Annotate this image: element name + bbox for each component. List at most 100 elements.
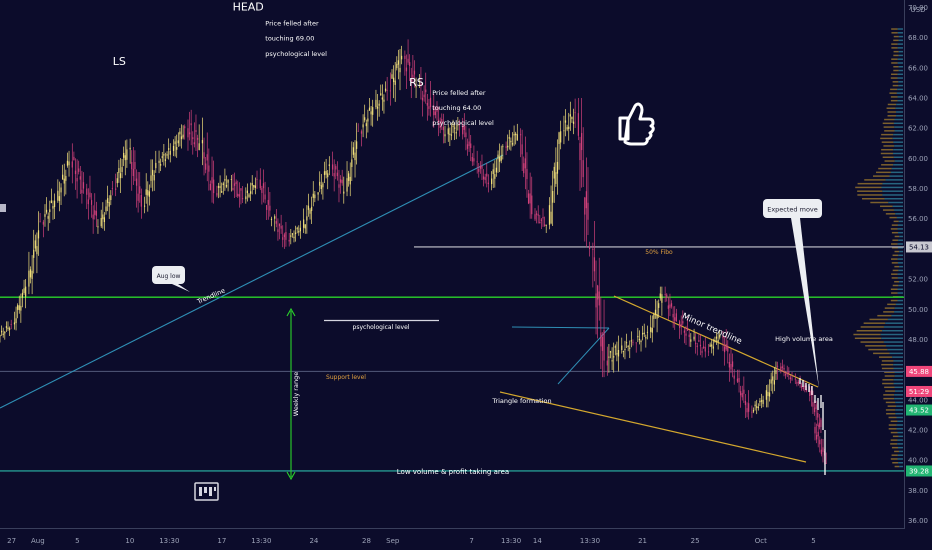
volume-bar-sell <box>893 156 903 158</box>
candle <box>86 175 99 234</box>
volume-bar-sell <box>884 198 903 200</box>
candle-body <box>640 340 642 343</box>
tradingview-logo[interactable] <box>194 482 219 501</box>
volume-bar-sell <box>893 152 903 155</box>
candle-body <box>123 152 125 158</box>
candle-body <box>134 161 136 170</box>
volume-bar-buy <box>868 348 888 351</box>
candle-body <box>593 257 596 272</box>
candle <box>462 113 475 166</box>
candle-body <box>187 128 189 138</box>
time-tick-label: 13:30 <box>580 537 600 545</box>
candle-body <box>664 294 666 296</box>
volume-bar-buy <box>885 213 896 215</box>
volume-bar-buy <box>891 32 898 34</box>
volume-bar-buy <box>888 428 897 430</box>
candle-body <box>331 164 334 170</box>
candle-body <box>760 400 763 402</box>
candle-body <box>47 216 49 219</box>
volume-bar-sell <box>899 250 903 253</box>
volume-bar-buy <box>891 247 898 249</box>
candle-body <box>797 381 800 384</box>
candle-body <box>328 164 330 166</box>
candle-body <box>190 123 192 126</box>
volume-bar-buy <box>892 239 899 241</box>
candle-body <box>569 114 571 117</box>
candle <box>707 330 721 357</box>
candle-body <box>577 113 579 136</box>
candle-body <box>216 193 218 196</box>
volume-bar-sell <box>897 77 903 79</box>
candle-body <box>57 190 59 201</box>
candle-body <box>773 380 775 385</box>
volume-bar-buy <box>893 54 899 57</box>
candle-body <box>386 90 388 91</box>
candle-body <box>327 173 329 178</box>
candle <box>404 39 417 99</box>
candle-body <box>736 378 739 382</box>
candle-body <box>584 197 586 215</box>
candle-body <box>818 422 820 428</box>
volume-bar-sell <box>898 284 903 287</box>
main-trendline <box>0 154 504 409</box>
candle-body <box>527 193 530 204</box>
time-tick-label: 27 <box>7 537 16 545</box>
candle-body <box>746 408 748 413</box>
volume-bar-buy <box>877 314 892 317</box>
left-scroll-handle[interactable] <box>0 204 6 212</box>
weekly-range-arrow-top <box>286 307 296 317</box>
label-right-shoulder: RS <box>409 76 424 89</box>
candle-body <box>222 183 224 186</box>
candle-body <box>277 229 279 233</box>
volume-bar-buy <box>891 292 898 294</box>
candle-body <box>132 168 134 177</box>
candle-body <box>225 185 228 187</box>
candle-body <box>471 157 473 162</box>
price-tick-label: 62.00 <box>908 125 928 133</box>
candle-body <box>253 184 255 188</box>
volume-bar-buy <box>888 424 897 426</box>
candle-body <box>384 88 387 91</box>
price-tick-label: 42.00 <box>908 426 928 434</box>
volume-bar-sell <box>896 92 903 94</box>
volume-bar-buy <box>885 401 896 404</box>
candle <box>375 76 388 121</box>
candle-body <box>180 136 183 140</box>
volume-bar-sell <box>894 160 903 162</box>
volume-bar-buy <box>891 262 898 264</box>
candle-body <box>412 74 414 79</box>
volume-bar-buy <box>892 462 899 464</box>
candle-body <box>184 126 186 129</box>
candle-body <box>468 141 470 147</box>
candle-body <box>192 137 194 140</box>
candle <box>115 139 128 197</box>
candle-body <box>36 246 38 255</box>
volume-bar-sell <box>897 277 903 279</box>
candle-body <box>31 270 33 279</box>
candle-body <box>7 327 9 330</box>
candle-body <box>731 361 734 367</box>
volume-bar-sell <box>895 303 903 306</box>
volume-bar-buy <box>891 273 898 275</box>
candle <box>433 94 446 144</box>
volume-bar-sell <box>898 269 903 272</box>
volume-bar-sell <box>897 28 903 30</box>
candle-body <box>521 144 523 155</box>
triangle-label: Triangle formation <box>491 397 551 405</box>
candle-body <box>776 365 779 367</box>
price-tag-label: 45.88 <box>909 368 929 376</box>
volume-bar-sell <box>892 205 903 208</box>
volume-bar-buy <box>885 409 896 411</box>
time-tick-label: 25 <box>691 537 700 545</box>
candle-body <box>60 187 62 193</box>
label-left-shoulder: LS <box>113 55 126 68</box>
candle-body <box>558 132 560 144</box>
time-tick-label: Sep <box>386 537 400 545</box>
volume-bar-buy <box>890 431 898 434</box>
candle-body <box>572 121 575 124</box>
candle-body <box>696 345 698 348</box>
weekly-range-label: Weekly range <box>292 372 300 416</box>
candle-body <box>23 288 25 293</box>
volume-bar-sell <box>893 367 903 370</box>
volume-bar-sell <box>893 209 903 211</box>
